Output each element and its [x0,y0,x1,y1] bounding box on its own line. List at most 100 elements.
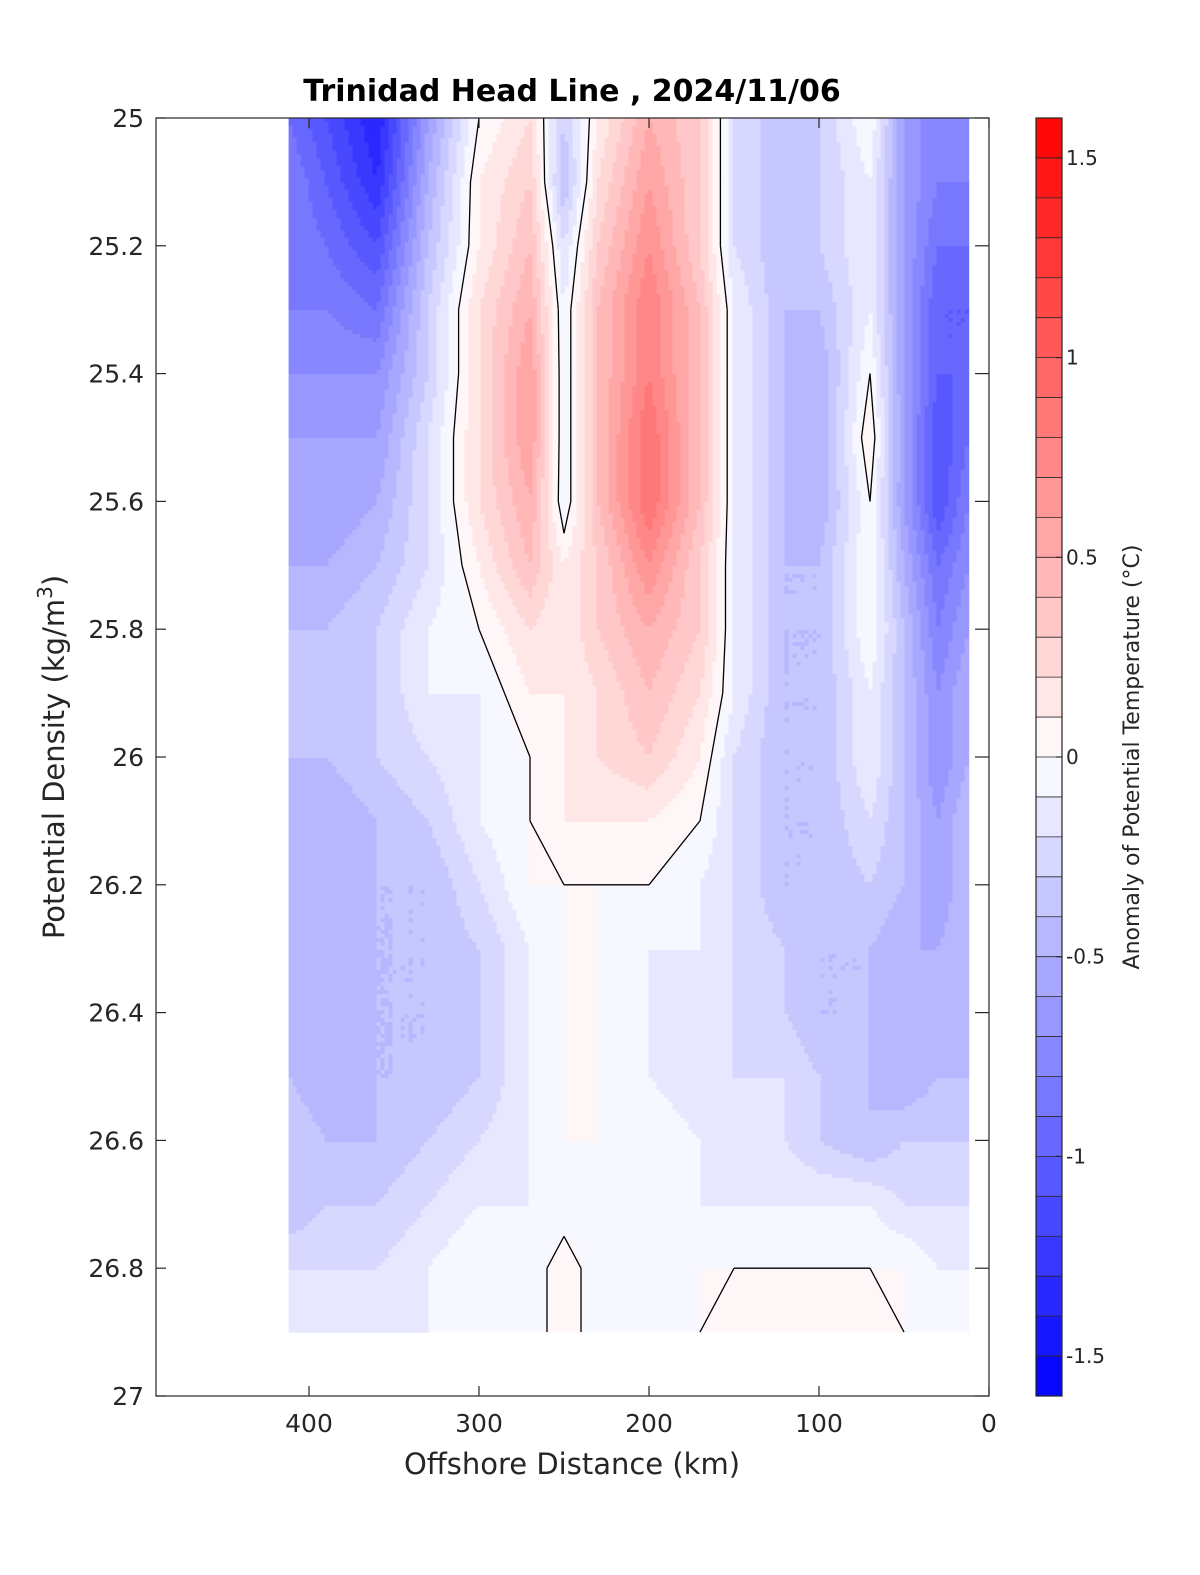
field-cell [904,218,918,223]
field-cell [520,350,534,355]
field-cell [552,178,562,183]
field-cell [548,174,554,179]
field-cell [892,370,898,375]
field-cell [400,202,406,207]
field-cell [400,138,410,143]
field-cell [592,282,606,287]
field-cell [560,154,570,159]
field-cell [920,334,930,339]
field-cell [716,262,722,267]
field-cell [952,430,970,435]
field-cell [656,142,682,147]
field-cell [660,366,674,371]
field-cell [600,294,614,299]
field-cell [404,350,418,355]
field-cell [728,458,734,463]
field-cell [532,266,538,271]
field-cell [620,262,634,267]
field-cell [728,462,734,467]
field-cell [712,126,722,131]
field-cell [688,254,702,259]
field-cell [472,286,486,291]
field-cell [384,182,390,187]
field-cell [388,386,402,391]
field-cell [876,250,886,255]
field-cell [384,198,394,203]
field-cell [584,310,594,315]
field-cell [540,426,546,431]
field-cell [552,470,562,475]
field-cell [620,394,634,399]
field-cell [608,422,622,427]
field-cell [764,266,826,271]
field-cell [716,254,722,259]
field-cell [572,406,578,411]
field-cell [912,442,918,447]
field-cell [372,206,378,211]
field-cell [336,150,354,155]
field-cell [408,266,418,271]
field-cell [440,222,450,227]
field-cell [628,282,642,287]
field-cell [468,250,478,255]
field-cell [644,134,658,139]
field-cell [660,342,674,347]
field-cell [288,474,386,479]
field-cell [872,466,878,471]
field-cell [768,322,786,327]
field-cell [688,474,702,479]
field-cell [536,414,542,419]
field-cell [712,438,722,443]
field-cell [892,314,898,319]
field-cell [848,362,862,367]
field-cell [396,118,402,123]
field-cell [896,346,906,351]
field-cell [536,182,542,187]
field-cell [560,402,574,407]
field-cell [468,334,482,339]
field-cell [904,122,922,127]
field-cell [676,254,690,259]
field-cell [868,322,874,327]
field-cell [428,466,442,471]
field-cell [688,470,702,475]
field-cell [680,274,694,279]
field-cell [440,282,454,287]
field-cell [836,410,846,415]
field-cell [288,430,378,435]
field-cell [624,354,638,359]
field-cell [572,226,582,231]
field-cell [384,466,402,471]
field-cell [664,398,678,403]
field-cell [636,122,650,127]
field-cell [432,198,446,203]
field-cell [468,242,482,247]
field-cell [364,138,382,143]
field-cell [668,274,682,279]
field-cell [360,122,386,127]
field-cell [856,462,866,467]
field-cell [544,370,550,375]
field-cell [484,166,510,171]
field-cell [872,318,878,323]
field-cell [904,130,922,135]
field-cell [608,458,618,463]
field-cell [732,474,754,479]
field-cell [896,250,906,255]
field-cell [676,414,690,419]
field-cell [728,162,734,167]
field-cell [408,122,418,127]
field-cell [512,246,538,251]
field-cell [888,254,898,259]
field-cell [928,358,970,363]
field-cell [640,222,658,227]
field-cell [896,206,906,211]
field-cell [468,182,482,187]
field-cell [592,222,602,227]
field-cell [292,126,310,131]
field-cell [504,374,518,379]
field-cell [624,302,638,307]
field-cell [388,294,398,299]
field-cell [708,154,714,159]
field-cell [732,358,754,363]
